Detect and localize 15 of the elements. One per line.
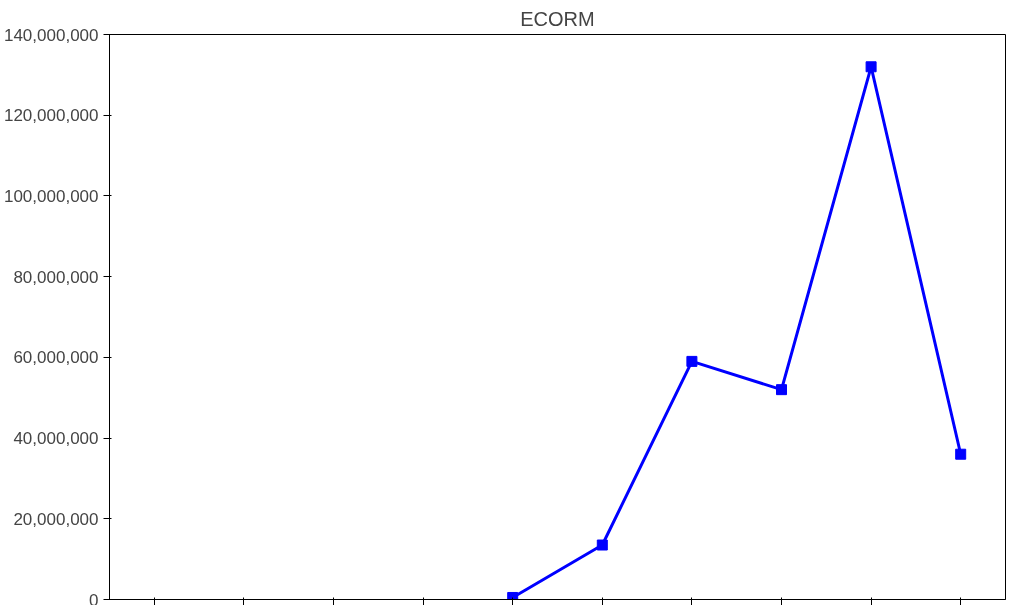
y-tick-label: 40,000,000: [13, 429, 99, 449]
point: [507, 591, 519, 600]
y-tick-label: 0: [89, 590, 99, 610]
y-tick-label: 100,000,000: [3, 186, 99, 206]
point: [865, 61, 877, 73]
chart-title: ECORM: [520, 7, 595, 30]
y-tick-label: 120,000,000: [3, 106, 99, 126]
point: [955, 448, 967, 460]
y-tick-label: 20,000,000: [13, 509, 99, 529]
point: [596, 539, 608, 551]
y-tick-label: 140,000,000: [3, 25, 99, 45]
y-tick-label: 80,000,000: [13, 267, 99, 287]
y-tick-label: 60,000,000: [13, 348, 99, 368]
point: [686, 355, 698, 367]
point: [776, 384, 787, 396]
